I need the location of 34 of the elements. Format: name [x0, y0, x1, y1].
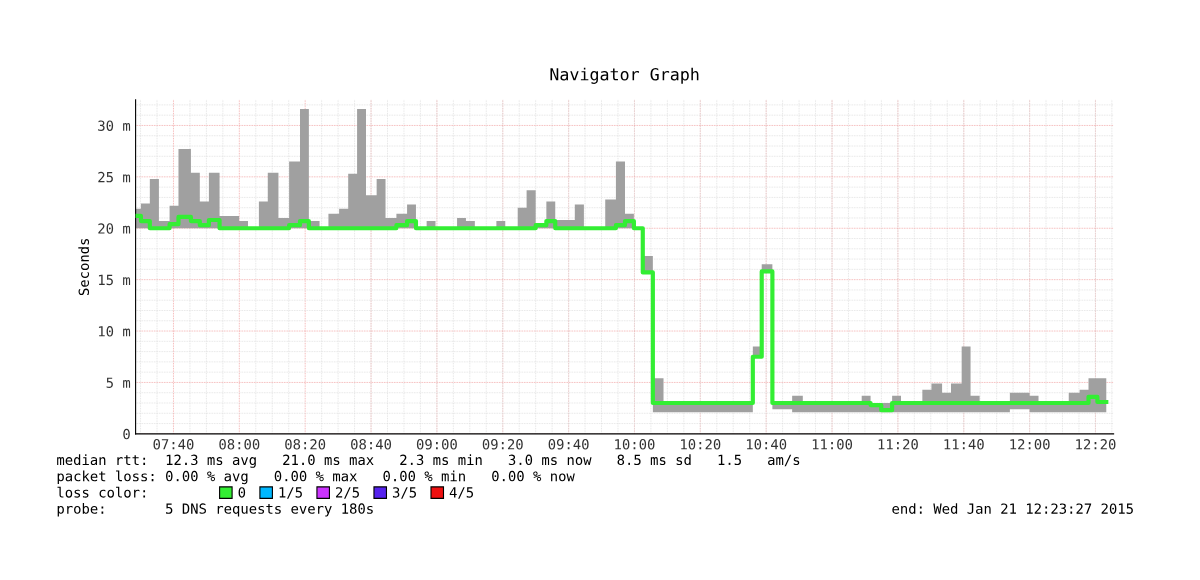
chart-title: Navigator Graph: [550, 67, 699, 84]
x-tick-label: 08:40: [351, 439, 392, 450]
text: median rtt: 12.3 ms avg 21.0 ms max 2.3 ms min 3.0 ms now 8.5 ms sd 1.5 am/s: [57, 454, 800, 468]
x-tick-label: 10:00: [615, 439, 655, 450]
y-tick-label: 15 m: [98, 274, 131, 286]
x-tick-label: 10:20: [681, 439, 721, 450]
text: end: Wed Jan 21 12:23:27 2015: [892, 503, 1133, 514]
legend-label: 4/5: [449, 487, 474, 499]
legend-label: 0: [238, 487, 246, 498]
y-axis-title: Seconds: [78, 238, 90, 296]
y-tick-label: 10 m: [98, 326, 131, 337]
text: probe: 5 DNS requests every 180s: [57, 503, 373, 517]
legend-title: loss color:: [57, 486, 146, 498]
text: packet loss: 0.00 % avg 0.00 % max 0.00 % min 0.00 % now: [57, 470, 575, 485]
y-tick-label: 30 m: [98, 120, 131, 131]
x-tick-label: 07:40: [153, 439, 194, 450]
x-tick-label: 11:20: [878, 439, 918, 450]
y-tick-label: 0: [123, 428, 130, 440]
y-tick-label: 20 m: [98, 223, 131, 234]
x-tick-label: 12:00: [1010, 439, 1050, 450]
x-tick-label: 09:00: [416, 439, 457, 450]
x-tick-label: 09:40: [548, 439, 589, 450]
y-tick-label: 25 m: [98, 171, 131, 183]
x-tick-label: 11:00: [812, 439, 853, 450]
x-tick-label: 12:20: [1076, 439, 1116, 450]
legend-label: 3/5: [392, 487, 416, 499]
x-tick-label: 08:00: [219, 439, 260, 450]
x-tick-label: 11:40: [944, 439, 984, 450]
x-tick-label: 08:20: [285, 439, 326, 450]
legend-label: 2/5: [336, 487, 359, 499]
y-tick-label: 5 m: [106, 377, 131, 388]
legend-label: 1/5: [279, 487, 302, 499]
x-tick-label: 09:20: [482, 439, 523, 450]
x-tick-label: 10:40: [746, 439, 787, 450]
